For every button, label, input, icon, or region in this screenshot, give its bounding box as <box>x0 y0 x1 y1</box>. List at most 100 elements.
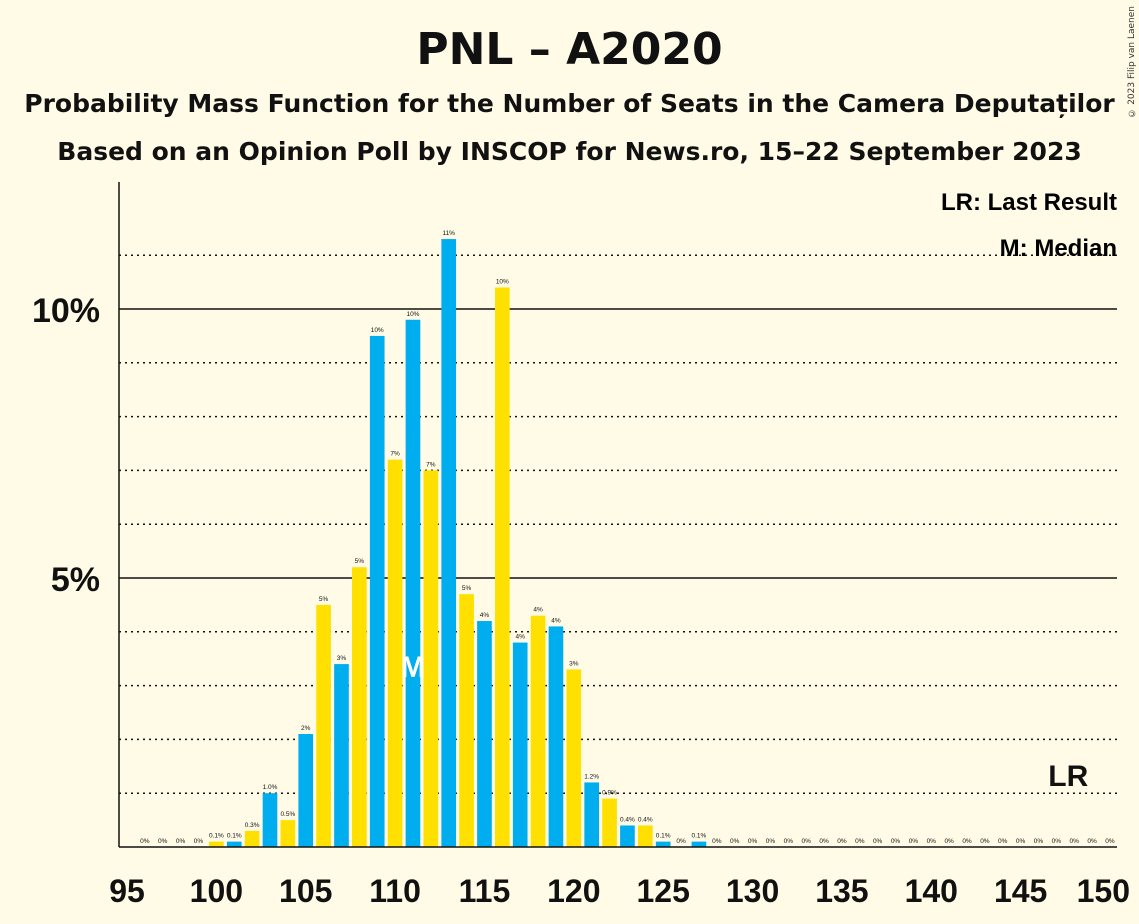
bar-label-seat-117: 4% <box>515 634 525 641</box>
bar-label-seat-149: 0% <box>1087 838 1097 845</box>
x-tick-label: 95 <box>109 873 145 909</box>
x-tick-label: 145 <box>994 873 1047 909</box>
bar-label-seat-124: 0.4% <box>638 816 653 823</box>
bar-label-seat-144: 0% <box>998 838 1008 845</box>
bar-label-seat-119: 4% <box>551 617 561 624</box>
chart-subtitle-method: Probability Mass Function for the Number… <box>24 89 1115 118</box>
x-tick-label: 125 <box>636 873 689 909</box>
bar-seat-110 <box>387 459 403 847</box>
bar-label-seat-137: 0% <box>873 838 883 845</box>
bars-group <box>209 239 707 848</box>
bar-seat-122 <box>602 798 617 847</box>
bar-seat-127 <box>691 841 707 847</box>
bar-label-seat-118: 4% <box>533 607 543 614</box>
bar-label-seat-136: 0% <box>855 838 865 845</box>
bar-label-seat-114: 5% <box>462 585 472 592</box>
bar-label-seat-143: 0% <box>980 838 990 845</box>
bar-seat-103 <box>262 793 278 847</box>
bar-seat-105 <box>298 734 314 847</box>
bar-label-seat-125: 0.1% <box>656 833 671 840</box>
bar-label-seat-133: 0% <box>801 838 811 845</box>
bar-label-seat-112: 7% <box>426 461 436 468</box>
bar-label-seat-106: 5% <box>319 596 329 603</box>
bar-seat-117 <box>512 642 528 847</box>
legend-median: M: Median <box>1000 235 1117 262</box>
x-tick-label: 115 <box>459 873 511 909</box>
bar-seat-108 <box>352 567 367 847</box>
bar-seat-101 <box>226 841 242 847</box>
bar-label-seat-150: 0% <box>1105 838 1115 845</box>
bar-label-seat-109: 10% <box>371 327 384 334</box>
x-tick-label: 110 <box>369 873 421 909</box>
bar-seat-106 <box>316 604 331 847</box>
bar-label-seat-103: 1.0% <box>263 784 278 791</box>
bar-seat-113 <box>441 239 457 847</box>
bar-seat-111 <box>405 319 421 847</box>
bar-label-seat-111: 10% <box>406 311 419 318</box>
bar-label-seat-100: 0.1% <box>209 833 224 840</box>
bar-label-seat-101: 0.1% <box>227 833 242 840</box>
bar-label-seat-110: 7% <box>390 451 400 458</box>
bar-label-seat-148: 0% <box>1070 838 1080 845</box>
bar-labels-group: 0% 0% 0% 0%0.1% 0.1%0.3%1.0%0.5%2%5%3%5%10%7… <box>140 230 1115 845</box>
axes-group: 5% 10% 95 100 105 110 115 120 125 130 135 140 145 150 <box>32 182 1130 909</box>
bar-seat-123 <box>620 825 635 847</box>
chart-subtitle-source: Based on an Opinion Poll by INSCOP for N… <box>57 137 1082 166</box>
bar-seat-125 <box>655 841 671 847</box>
bar-seat-102 <box>244 830 260 847</box>
last-result-marker: LR <box>1048 760 1088 793</box>
bar-label-seat-120: 3% <box>569 660 579 667</box>
bar-label-seat-131: 0% <box>766 838 776 845</box>
bar-seat-109 <box>369 335 385 847</box>
bar-label-seat-116: 10% <box>496 278 509 285</box>
bar-label-seat-107: 3% <box>337 655 347 662</box>
x-tick-label: 105 <box>279 873 332 909</box>
bar-seat-114 <box>459 594 474 847</box>
bar-label-seat-145: 0% <box>1016 838 1026 845</box>
bar-label-seat-102: 0.3% <box>245 822 260 829</box>
bar-label-seat-98: 0% <box>176 838 186 845</box>
bar-label-seat-96: 0% <box>140 838 150 845</box>
bar-label-seat-132: 0% <box>784 838 794 845</box>
bar-label-seat-140: 0% <box>927 838 937 845</box>
bar-seat-112 <box>423 470 439 847</box>
bar-label-seat-123: 0.4% <box>620 816 635 823</box>
bar-label-seat-147: 0% <box>1052 838 1062 845</box>
legend-last-result: LR: Last Result <box>941 189 1117 216</box>
bar-label-seat-105: 2% <box>301 725 311 732</box>
x-tick-label: 150 <box>1077 873 1130 909</box>
bar-seat-107 <box>334 664 349 847</box>
bar-label-seat-97: 0% <box>158 838 168 845</box>
bar-label-seat-135: 0% <box>837 838 847 845</box>
y-tick-label: 5% <box>51 561 100 599</box>
bar-label-seat-142: 0% <box>962 838 972 845</box>
bar-seat-115 <box>477 621 492 847</box>
bar-label-seat-121: 1.2% <box>584 773 599 780</box>
bar-seat-121 <box>584 782 600 847</box>
bar-seat-120 <box>566 669 582 847</box>
bar-label-seat-128: 0% <box>712 838 722 845</box>
bar-label-seat-108: 5% <box>355 558 365 565</box>
bar-label-seat-129: 0% <box>730 838 740 845</box>
bar-label-seat-139: 0% <box>909 838 919 845</box>
bar-seat-118 <box>530 615 546 847</box>
bar-label-seat-104: 0.5% <box>280 811 295 818</box>
bar-seat-100 <box>209 841 224 847</box>
chart-title: PNL – A2020 <box>416 24 723 75</box>
x-tick-label: 100 <box>190 873 243 909</box>
bar-seat-119 <box>548 626 564 847</box>
bar-label-seat-115: 4% <box>480 612 490 619</box>
bar-seat-116 <box>494 287 510 848</box>
bar-label-seat-99: 0% <box>194 838 204 845</box>
median-marker: M <box>400 651 425 684</box>
bar-label-seat-130: 0% <box>748 838 758 845</box>
x-tick-label: 140 <box>905 873 958 909</box>
bar-label-seat-146: 0% <box>1034 838 1044 845</box>
bar-label-seat-126: 0% <box>676 838 686 845</box>
bar-seat-104 <box>280 820 296 847</box>
bar-seat-124 <box>637 825 653 847</box>
x-tick-label: 135 <box>815 873 868 909</box>
bar-label-seat-122: 0.9% <box>602 790 617 797</box>
grid-lines <box>119 254 1117 794</box>
